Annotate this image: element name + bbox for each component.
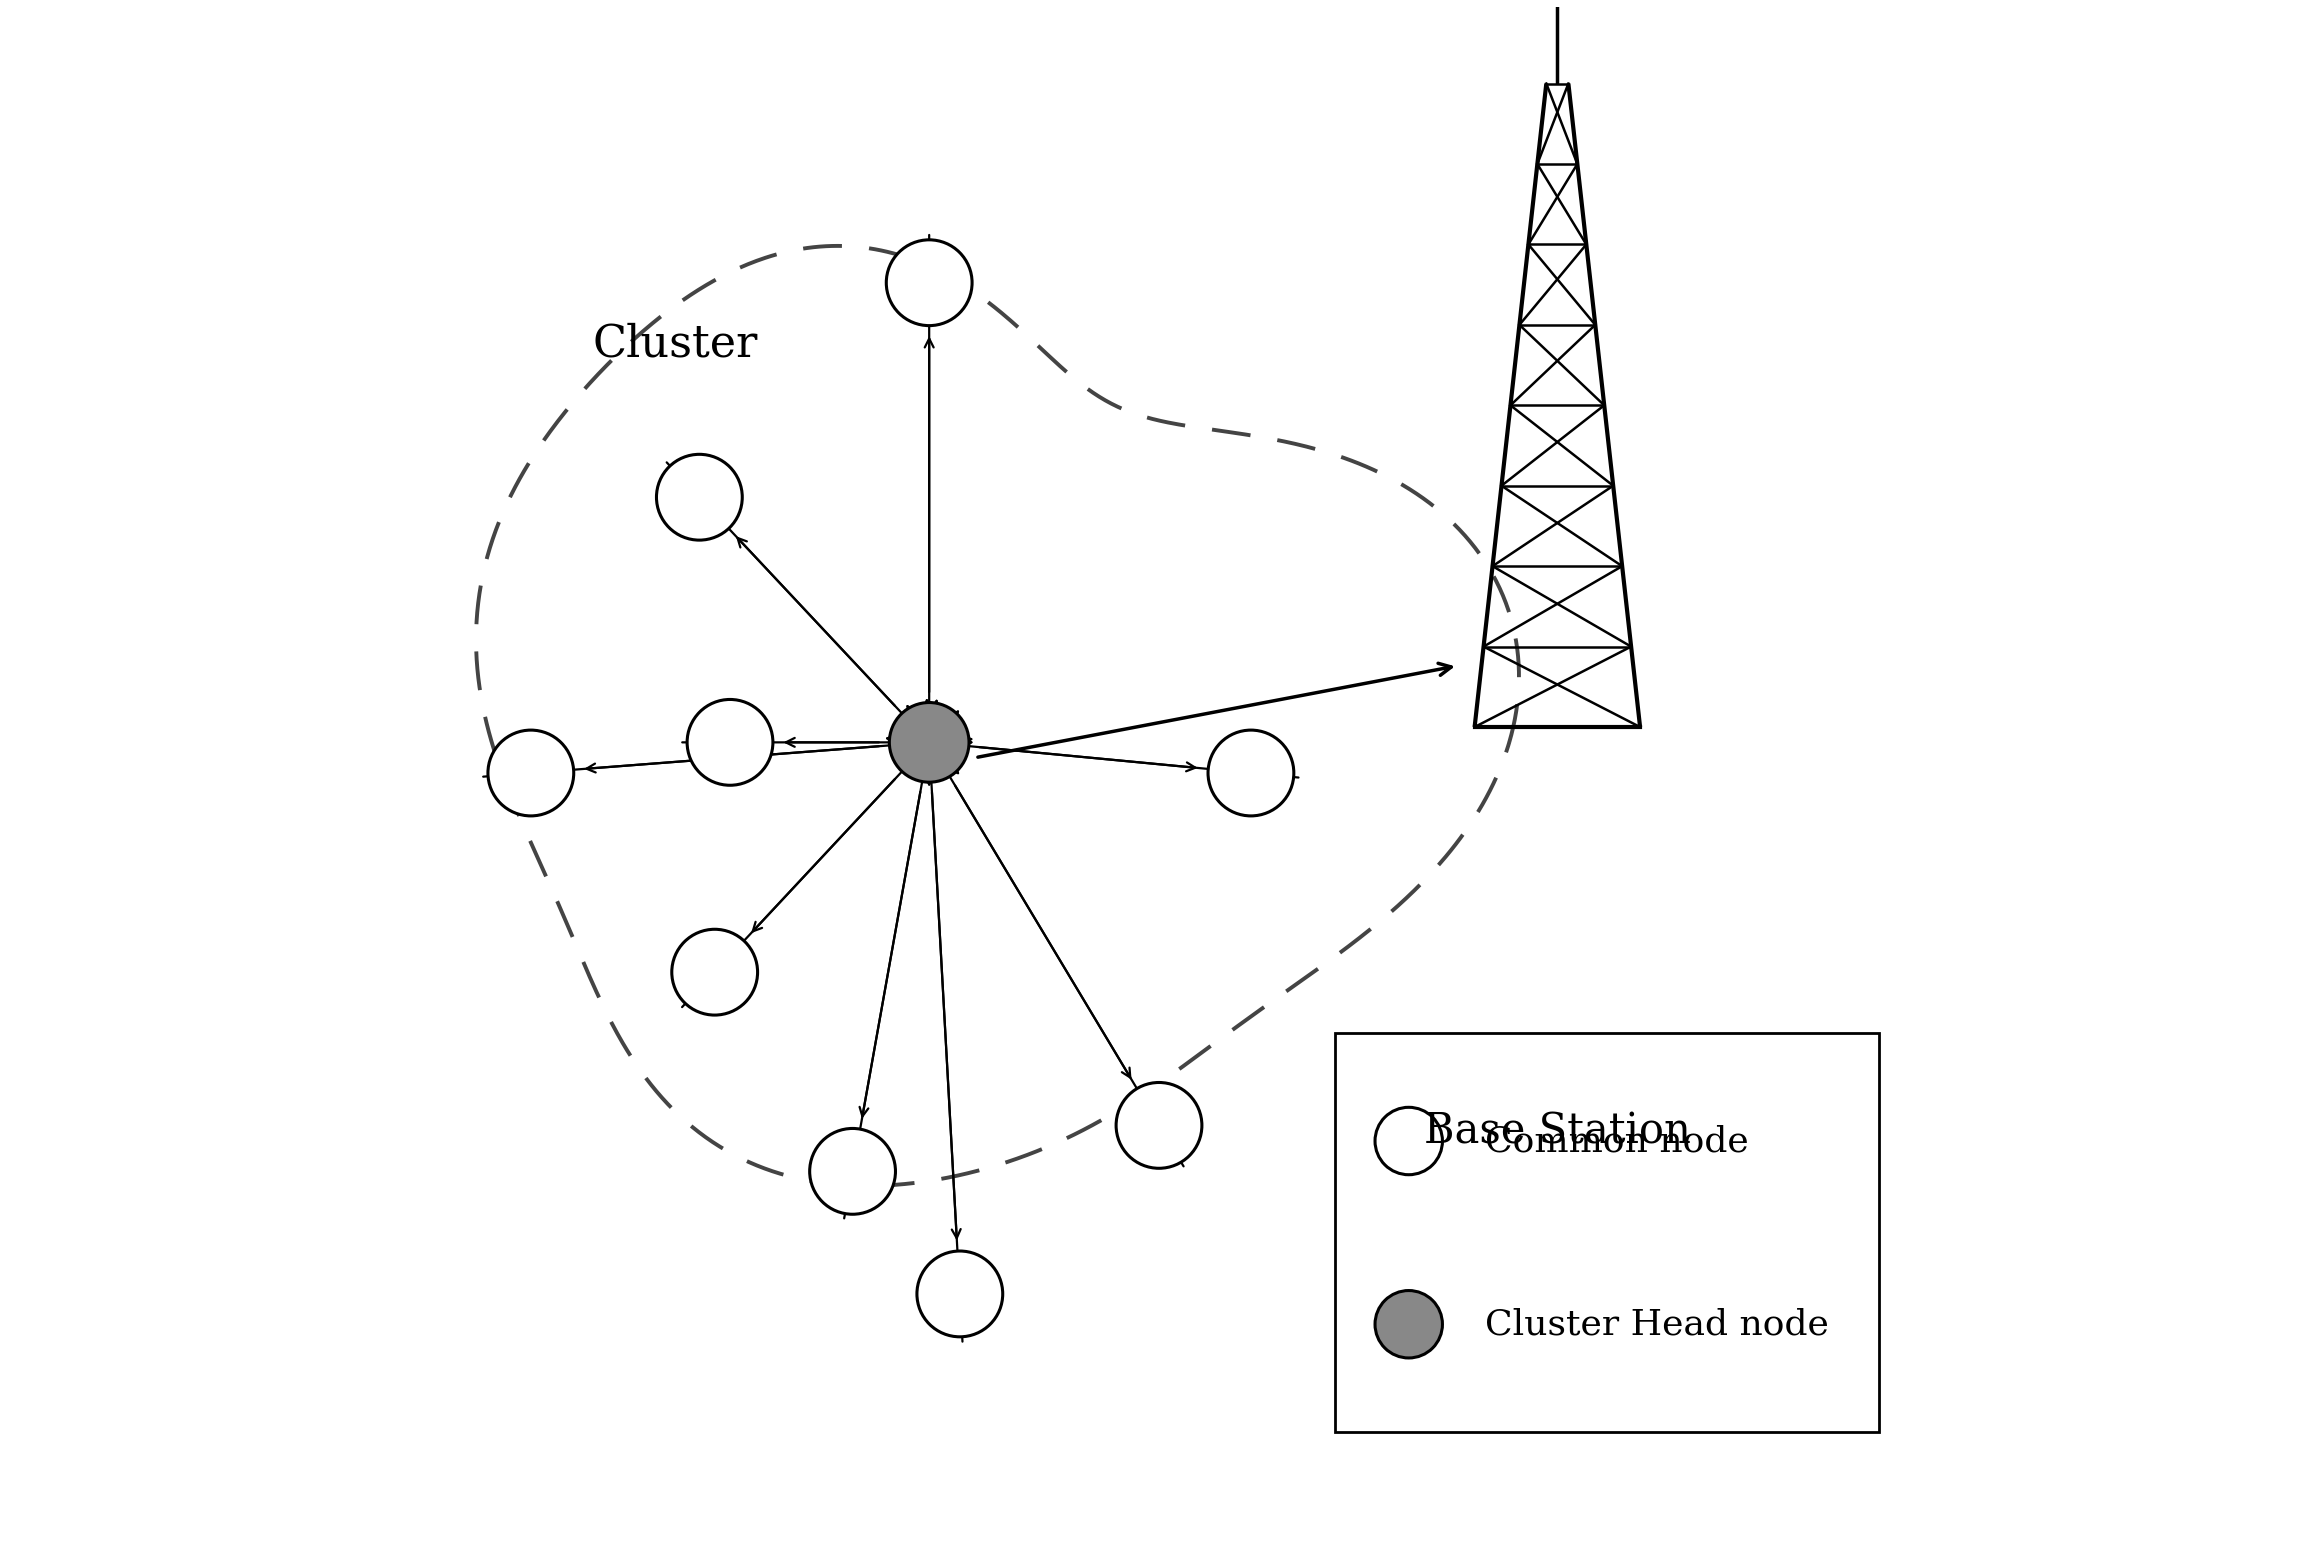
Circle shape [1208,730,1293,816]
Circle shape [487,730,575,816]
Text: Cluster Head node: Cluster Head node [1486,1308,1829,1342]
Circle shape [1375,1291,1442,1357]
Text: Cluster: Cluster [591,323,758,365]
Circle shape [890,702,969,782]
Circle shape [918,1251,1004,1337]
Circle shape [1115,1082,1203,1169]
Circle shape [885,240,971,326]
Bar [1335,1033,1880,1432]
Circle shape [1375,1107,1442,1175]
Circle shape [672,929,758,1016]
Text: Base Station: Base Station [1423,1110,1690,1152]
Circle shape [809,1129,895,1214]
Circle shape [656,455,742,540]
Text: Common node: Common node [1486,1124,1750,1158]
Circle shape [686,699,772,785]
